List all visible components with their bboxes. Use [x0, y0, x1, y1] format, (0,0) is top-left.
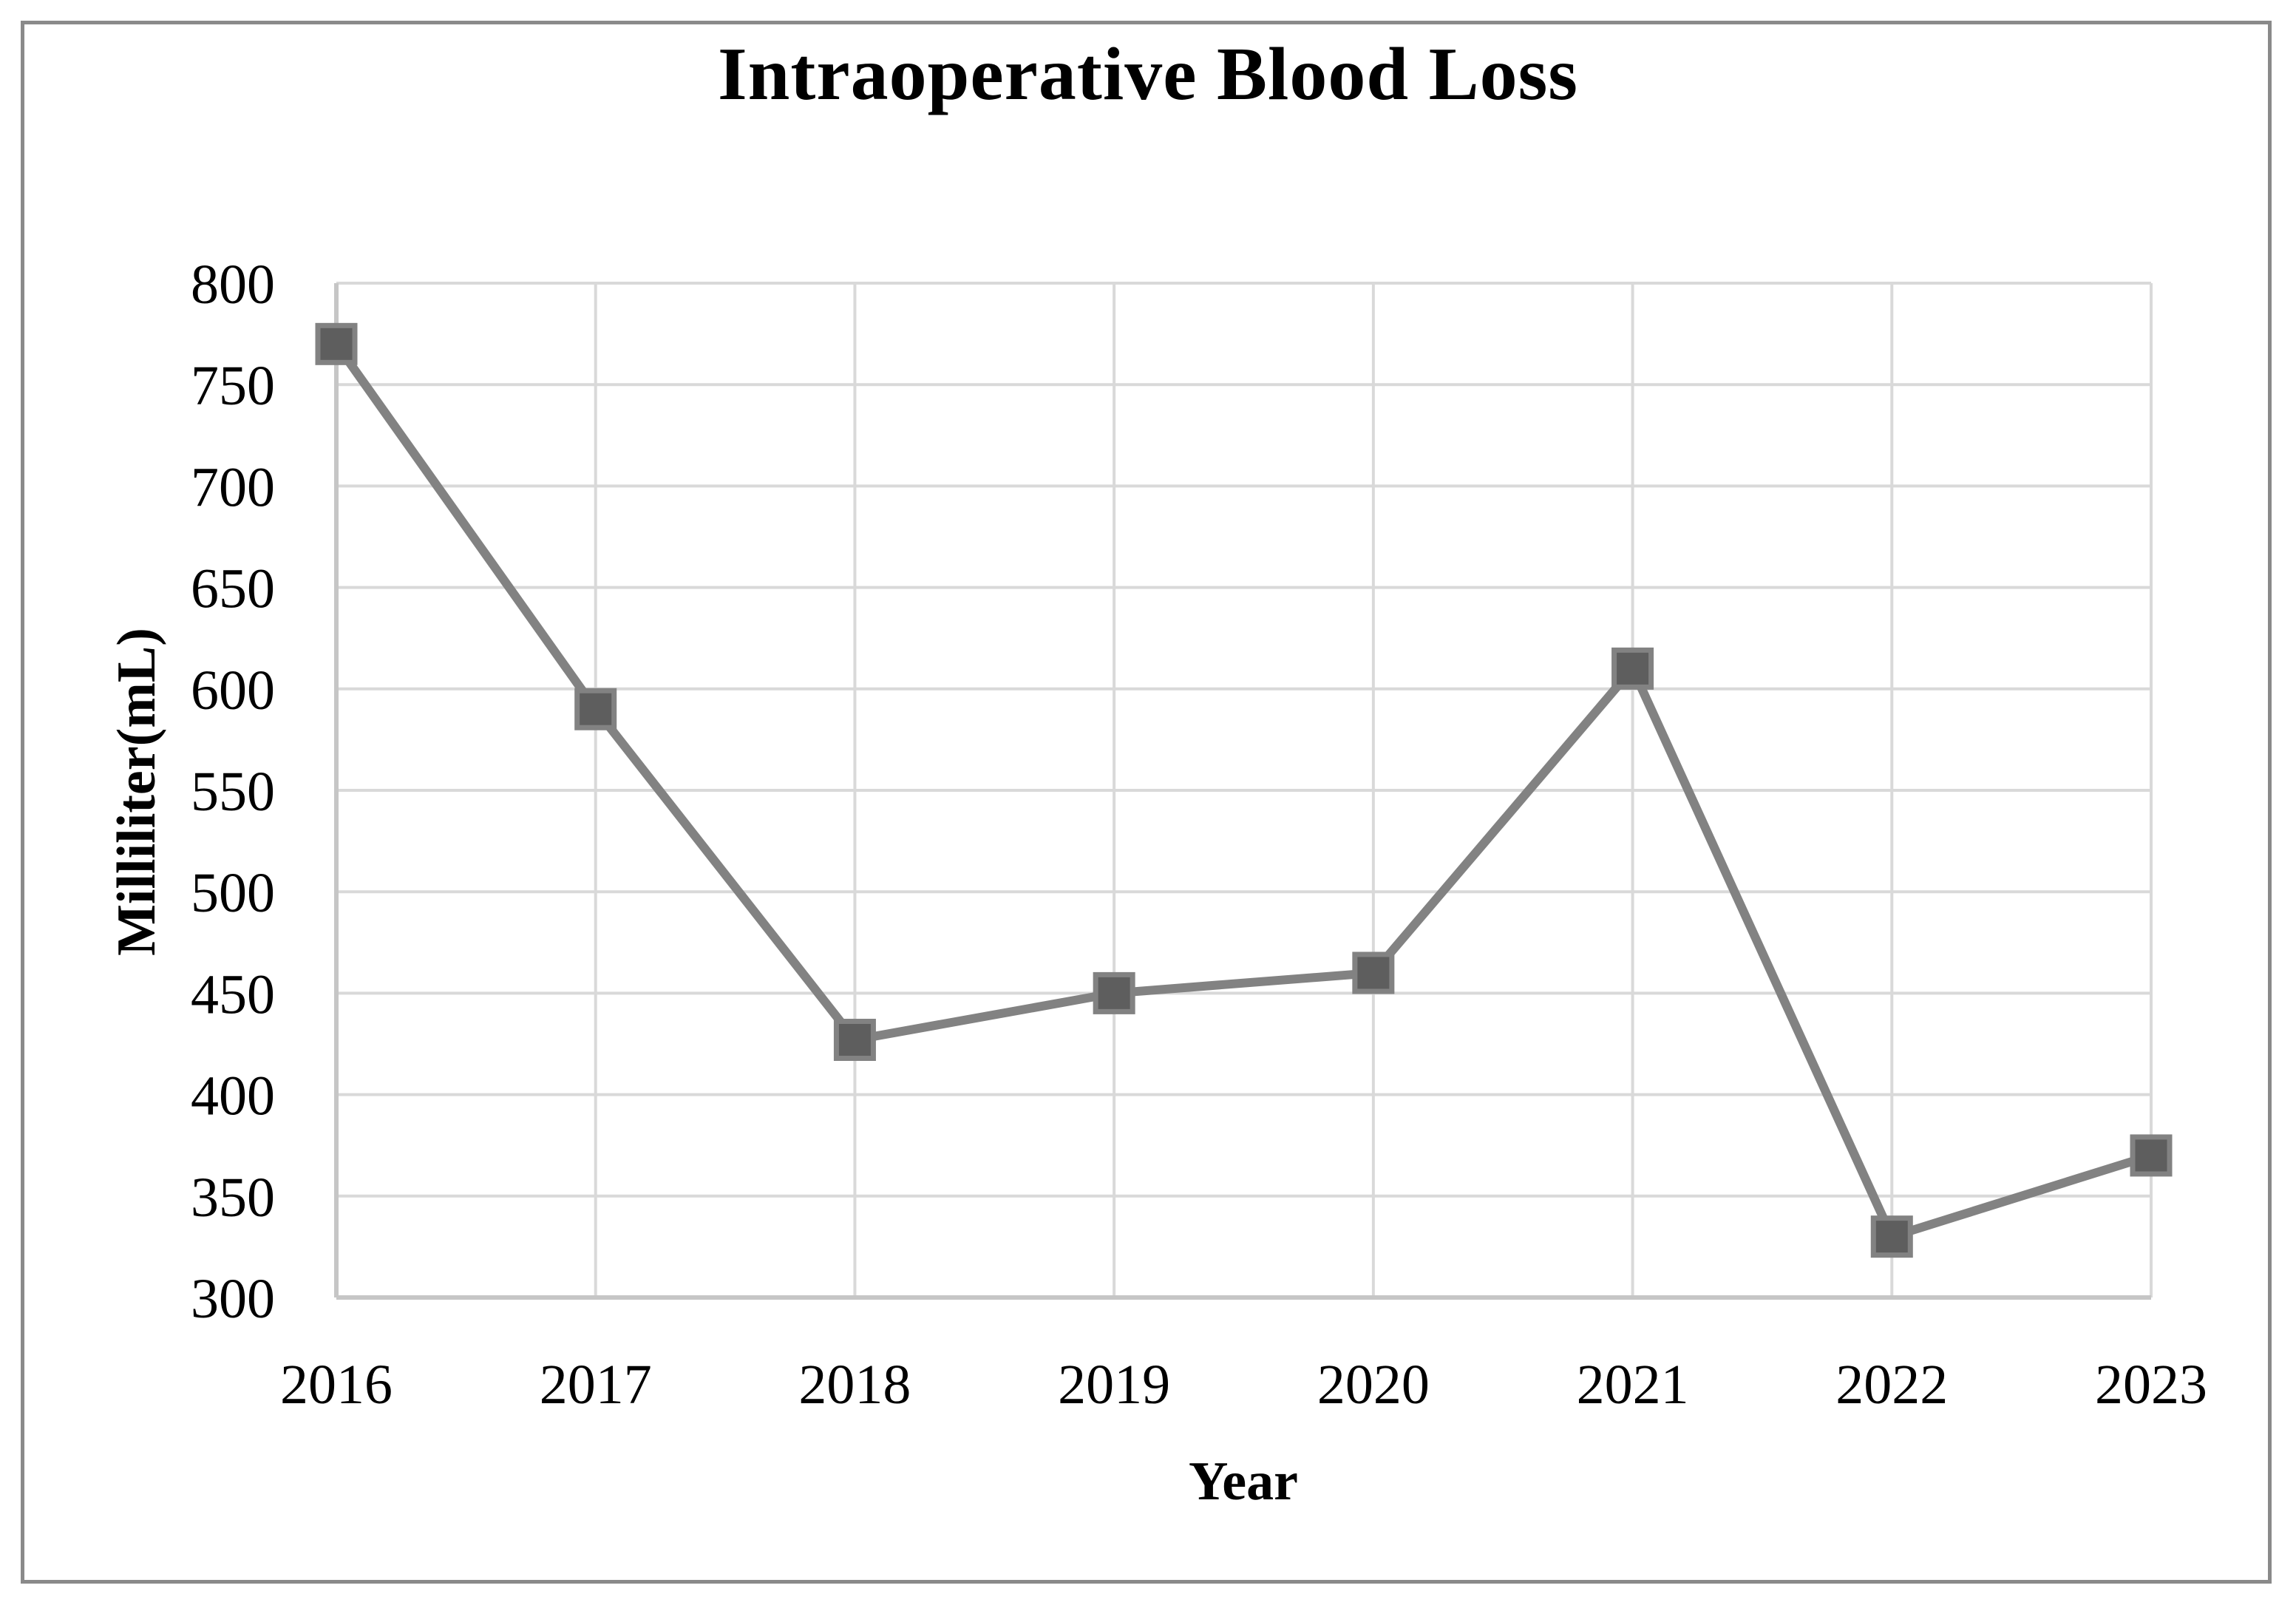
- data-point-marker: [315, 322, 358, 365]
- data-point-marker: [2130, 1134, 2173, 1177]
- data-point-marker: [1870, 1215, 1913, 1258]
- y-tick-label: 650: [191, 558, 275, 620]
- chart-border-frame: [21, 21, 2272, 1584]
- data-point-marker: [1611, 647, 1654, 690]
- x-tick-label: 2016: [280, 1354, 393, 1416]
- data-point-marker: [1352, 951, 1395, 994]
- y-tick-label: 450: [191, 963, 275, 1025]
- data-point-marker: [574, 688, 617, 730]
- y-tick-label: 600: [191, 659, 275, 722]
- y-tick-label: 350: [191, 1167, 275, 1229]
- y-tick-label: 550: [191, 761, 275, 823]
- y-tick-label: 300: [191, 1268, 275, 1330]
- x-tick-label: 2017: [540, 1354, 652, 1416]
- x-tick-label: 2021: [1577, 1354, 1689, 1416]
- data-point-marker: [833, 1019, 876, 1062]
- y-tick-label: 750: [191, 355, 275, 417]
- x-tick-label: 2020: [1317, 1354, 1430, 1416]
- y-tick-label: 700: [191, 456, 275, 518]
- x-tick-label: 2019: [1058, 1354, 1170, 1416]
- x-tick-label: 2018: [798, 1354, 911, 1416]
- y-tick-label: 500: [191, 862, 275, 924]
- series-line: [333, 341, 2153, 1242]
- y-tick-label: 400: [191, 1065, 275, 1127]
- x-axis-title: Year: [1189, 1451, 1298, 1512]
- x-tick-label: 2023: [2095, 1354, 2207, 1416]
- data-point-marker: [1093, 971, 1135, 1014]
- y-tick-label: 800: [191, 254, 275, 316]
- x-tick-label: 2022: [1835, 1354, 1948, 1416]
- chart-title: Intraoperative Blood Loss: [717, 33, 1579, 116]
